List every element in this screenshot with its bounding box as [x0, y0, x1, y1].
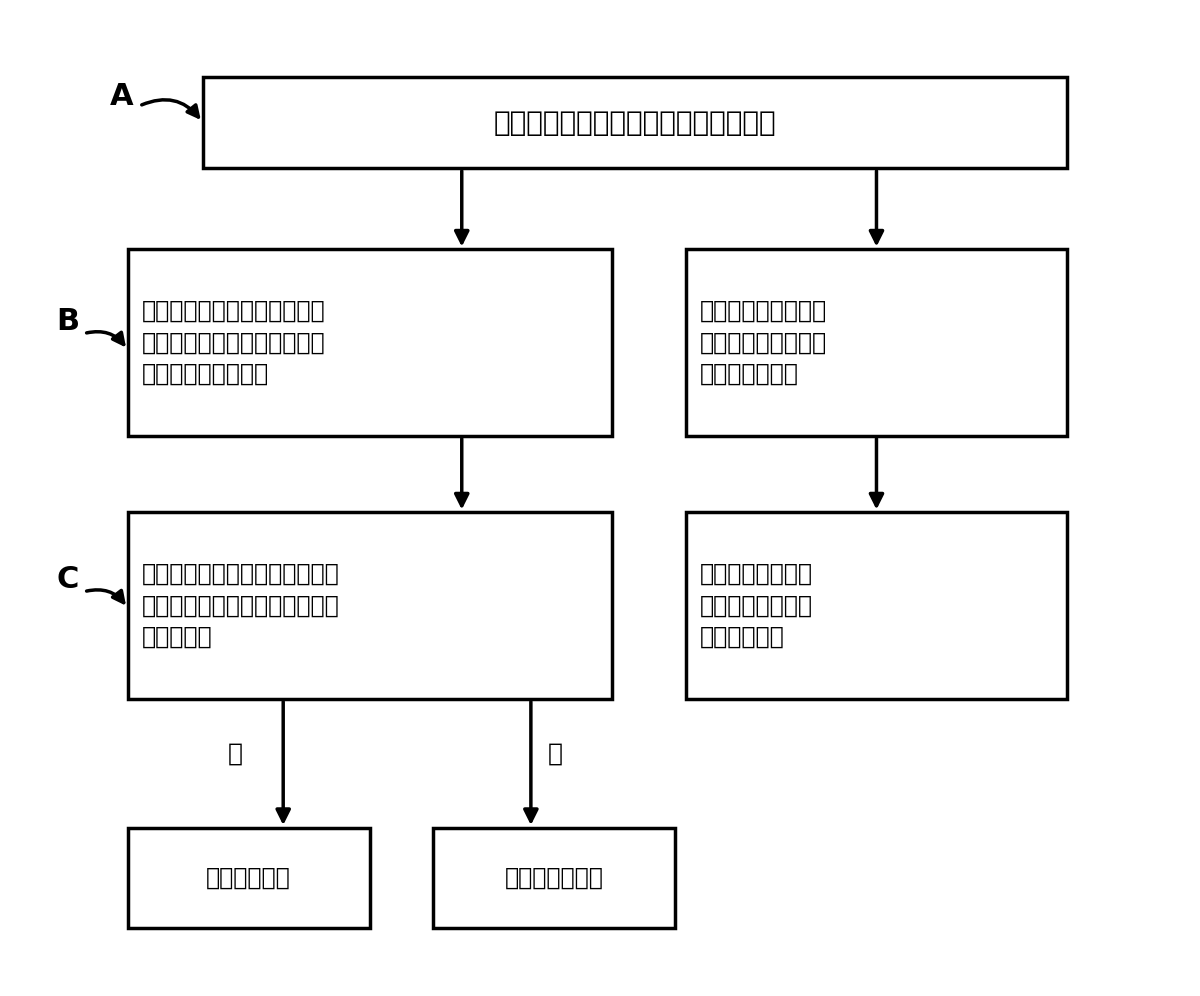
Text: C: C: [56, 565, 79, 594]
Text: B: B: [56, 307, 79, 336]
Text: 远程数据分析中心
将影像信息实时呈
现在显示终端: 远程数据分析中心 将影像信息实时呈 现在显示终端: [701, 562, 814, 649]
Text: 远程数据分析中心分析判断信息
数据流中环境指标信息是否处于
非安全范围: 远程数据分析中心分析判断信息 数据流中环境指标信息是否处于 非安全范围: [142, 562, 340, 649]
Text: 是: 是: [228, 742, 242, 766]
FancyBboxPatch shape: [433, 828, 674, 928]
FancyBboxPatch shape: [203, 78, 1067, 168]
Text: 否: 否: [548, 742, 563, 766]
Text: A: A: [110, 82, 133, 111]
FancyBboxPatch shape: [127, 828, 370, 928]
FancyBboxPatch shape: [127, 512, 612, 699]
Text: 设定机器人的初始位置和信息采集模式: 设定机器人的初始位置和信息采集模式: [493, 109, 776, 136]
FancyBboxPatch shape: [127, 249, 612, 436]
Text: 发出警报信息: 发出警报信息: [206, 867, 292, 890]
FancyBboxPatch shape: [686, 249, 1067, 436]
Text: 机器人采集环境指标信息、位
置信息，生成信息数据流发送
至远程数据分析中心: 机器人采集环境指标信息、位 置信息，生成信息数据流发送 至远程数据分析中心: [142, 299, 325, 386]
FancyBboxPatch shape: [686, 512, 1067, 699]
Text: 机器人获取禽类动物
影像信息并发送至远
程数据分析中心: 机器人获取禽类动物 影像信息并发送至远 程数据分析中心: [701, 299, 827, 386]
Text: 不发出警报信息: 不发出警报信息: [504, 867, 604, 890]
